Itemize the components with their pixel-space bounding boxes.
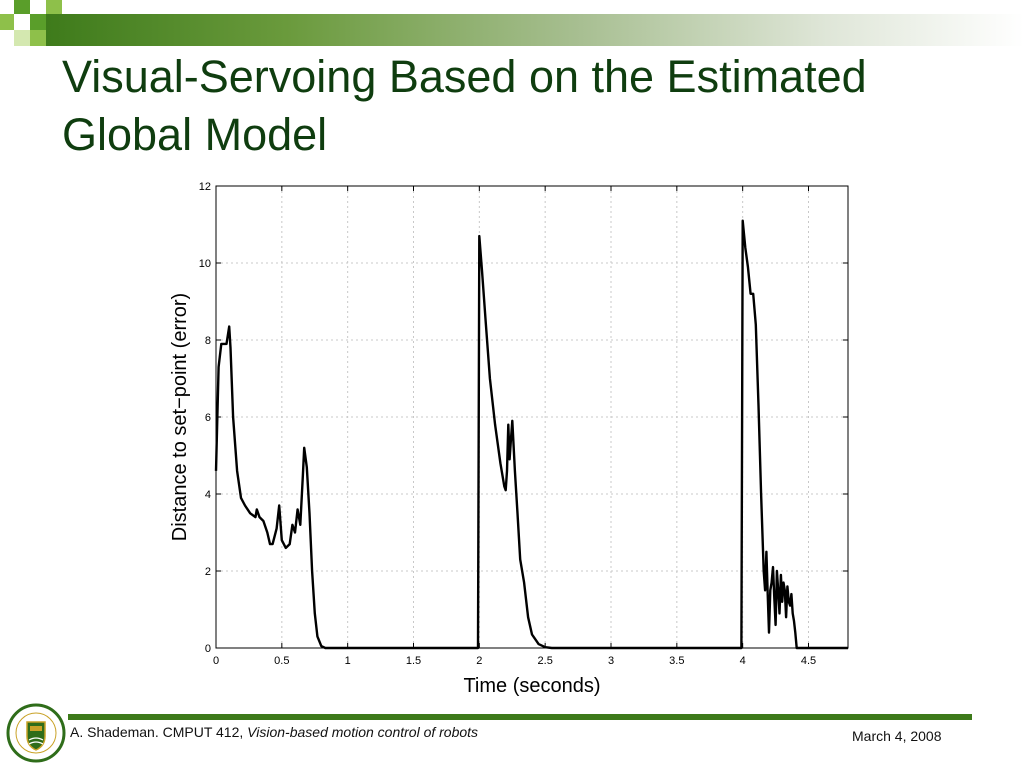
slide-title: Visual-Servoing Based on the Estimated G…	[62, 51, 867, 160]
y-axis-label: Distance to set−point (error)	[169, 293, 191, 541]
header-square-1	[14, 0, 30, 14]
x-tick-label: 4.5	[801, 655, 816, 667]
university-crest-logo	[6, 703, 66, 763]
y-tick-label: 10	[199, 258, 211, 270]
x-tick-label: 3	[608, 655, 614, 667]
footer-author: A. Shademan. CMPUT 412,	[70, 724, 244, 740]
x-tick-label: 4	[740, 655, 746, 667]
error-chart: 0 0.5 1 1.5 2 2.5 3 3.5 4 4.5 0 2 4 6 8 10 12 Time (secon…	[169, 181, 849, 697]
footer-course-title: Vision-based motion control of robots	[247, 724, 479, 740]
footer-citation: A. Shademan. CMPUT 412, Vision-based mot…	[70, 724, 478, 740]
header-square-5	[14, 30, 30, 46]
header-square-4	[30, 14, 46, 30]
y-tick-label: 8	[205, 335, 211, 347]
header-square-3	[0, 14, 14, 30]
y-tick-label: 12	[199, 181, 211, 193]
y-tick-label: 0	[205, 643, 211, 655]
header-gradient-bar	[40, 14, 1024, 46]
x-tick-label: 0	[213, 655, 219, 667]
header-square-2	[46, 0, 62, 14]
x-tick-label: 2	[476, 655, 482, 667]
y-tick-label: 6	[205, 412, 211, 424]
header-square-6	[30, 30, 46, 46]
footer-date: March 4, 2008	[852, 728, 942, 744]
x-tick-label: 2.5	[538, 655, 553, 667]
x-axis-label: Time (seconds)	[463, 675, 600, 697]
footer-divider	[68, 714, 972, 720]
x-tick-label: 0.5	[274, 655, 289, 667]
x-tick-label: 1	[345, 655, 351, 667]
y-tick-label: 4	[205, 489, 211, 501]
x-tick-label: 1.5	[406, 655, 421, 667]
x-tick-label: 3.5	[669, 655, 684, 667]
error-series-line	[214, 219, 848, 650]
y-tick-label: 2	[205, 566, 211, 578]
